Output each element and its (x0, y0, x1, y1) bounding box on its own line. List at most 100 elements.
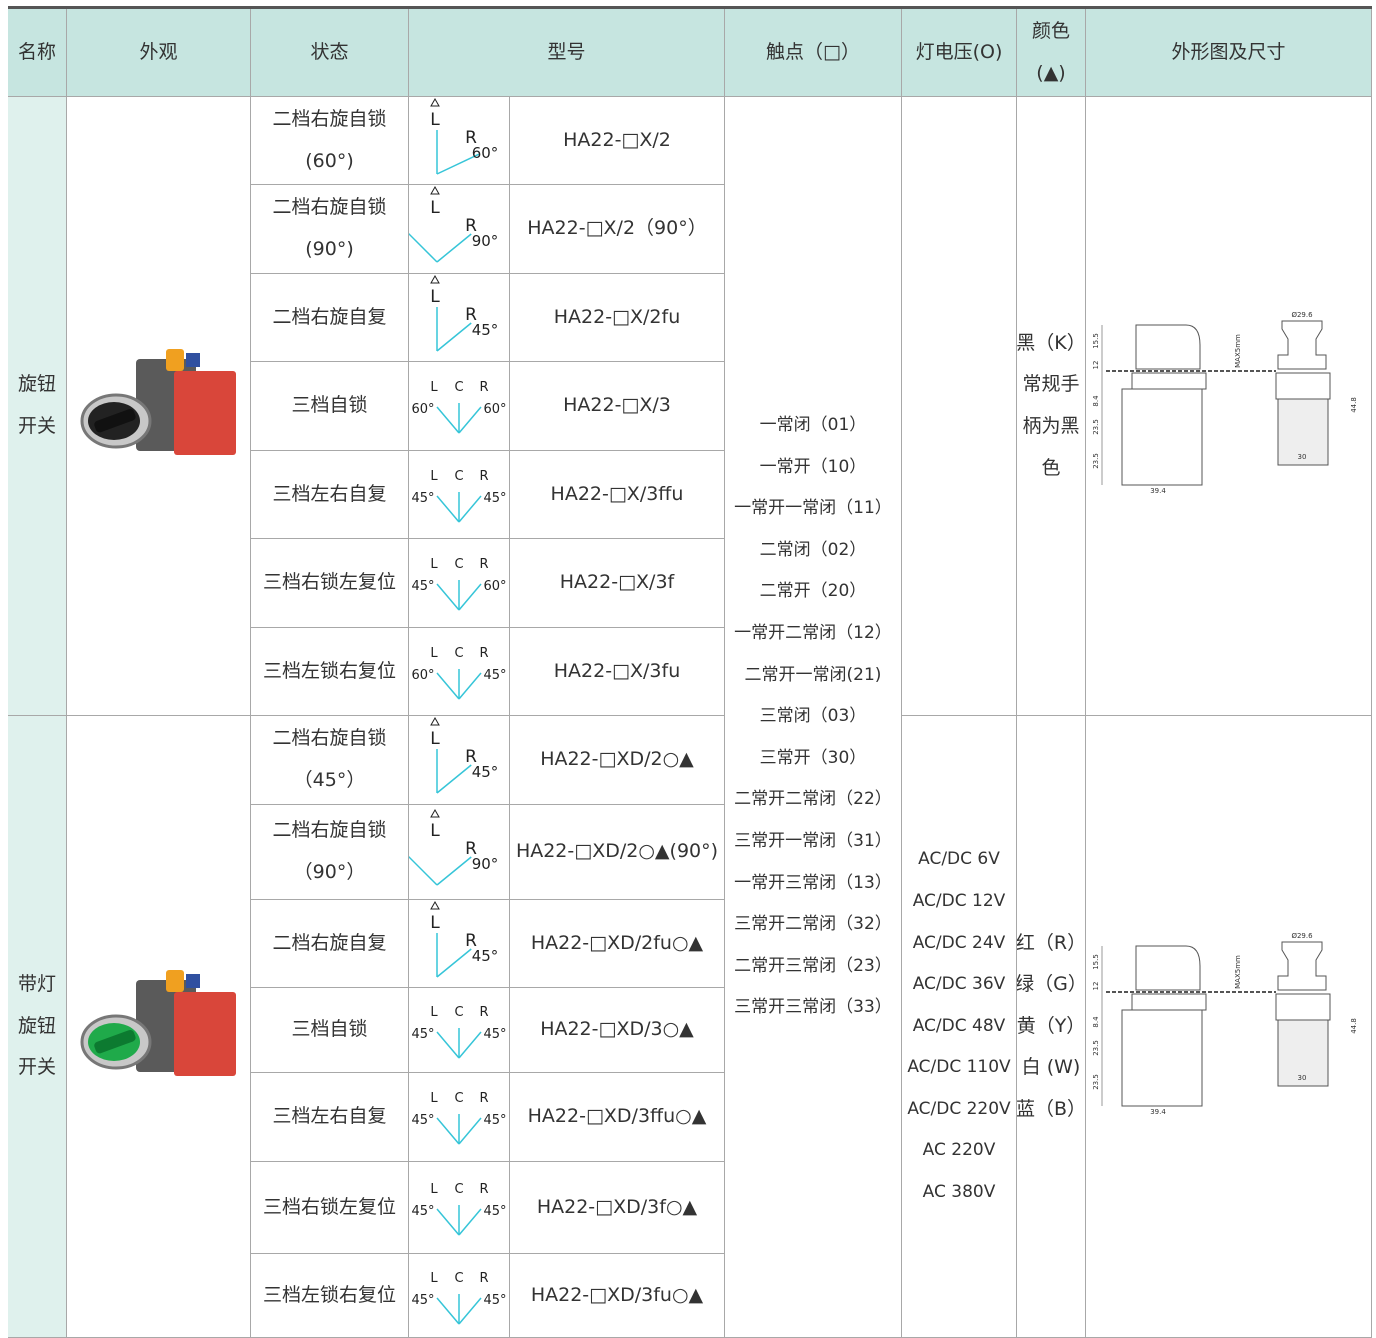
color-cell-text: 红（R） (1017, 931, 1086, 954)
figure-label: C (454, 1271, 463, 1286)
model-cell-text: HA22-□XD/3ffu○▲ (527, 1105, 707, 1128)
figure-shape (436, 406, 460, 434)
contacts-cell-text: 三常开（30） (759, 747, 867, 768)
figure-label: R (465, 305, 477, 325)
figure-label: 45° (483, 1027, 506, 1042)
diagram-cell: L C R 60° 45° (409, 628, 510, 716)
figure-label: L (430, 913, 440, 933)
figure-label: Ø29.6 (1291, 311, 1313, 319)
diagram-cell: L R 45° (409, 900, 510, 988)
state-cell: 二档右旋自复 (251, 274, 409, 362)
model-cell-text: HA22-□XD/3○▲ (540, 1018, 694, 1041)
state-cell: 三档自锁 (251, 988, 409, 1073)
figure-label: 44.8 (1350, 1018, 1358, 1034)
voltage-cell-text: AC 380V (922, 1182, 996, 1203)
figure-label: 39.4 (1150, 1108, 1166, 1116)
figure-shape (1135, 324, 1200, 370)
state-cell: 二档右旋自锁 (60°) (251, 97, 409, 185)
contacts-cell: 一常闭（01） 一常开（10） 一常开一常闭（11） 二常闭（02） 二常开（20） 一常… (725, 97, 902, 1338)
figure-label: R (479, 1271, 488, 1286)
figure-shape (1275, 372, 1330, 400)
figure-shape (436, 856, 472, 886)
contacts-cell-text: 二常开二常闭（22） (734, 789, 892, 810)
diagram-cell: L C R 45° 45° (409, 988, 510, 1073)
figure-label: R (465, 216, 477, 236)
figure-label: 12 (1092, 981, 1100, 990)
figure: L R60° (430, 97, 499, 175)
figure-label: 45° (411, 1204, 434, 1219)
diagram-cell: L C R 45° 45° (409, 1162, 510, 1254)
model-cell-text: HA22-□X/3 (563, 394, 671, 417)
drawing-cell: 15.5 12 8.4 23.5 23.5 39.4 MAX5mm Ø29.6 30 44.8 (1086, 97, 1372, 716)
figure-label: 45° (472, 947, 499, 965)
model-cell: HA22-□XD/3ffu○▲ (510, 1073, 725, 1162)
state-cell-text: 二档右旋自复 (272, 305, 387, 328)
model-cell: HA22-□X/3ffu (510, 451, 725, 539)
model-cell: HA22-□X/3f (510, 539, 725, 628)
header-cell: 触点（□） (725, 9, 902, 97)
diagram-cell: L R 60° (409, 97, 510, 185)
color-cell: 黑（K） 常规手 柄为黑色 (1017, 97, 1086, 716)
figure: 15.5 12 8.4 23.5 23.5 39.4 MAX5mm Ø29.6 30 44.8 (1092, 311, 1358, 495)
figure-label: 45° (411, 579, 434, 594)
figure-label: L (430, 110, 440, 130)
figure-label: 45° (483, 1293, 506, 1308)
figure-label: R (465, 747, 477, 767)
figure-label: 30 (1297, 453, 1306, 461)
figure-shape (458, 495, 482, 522)
figure-shape (430, 274, 440, 283)
header-cell-text: 外观 (139, 40, 178, 63)
header-cell-text: 触点（□） (766, 40, 860, 63)
state-cell-text: 三档右锁左复位 (262, 571, 396, 594)
figure-shape (1277, 320, 1326, 370)
contacts-cell-text: 二常闭（02） (759, 539, 867, 560)
voltage-cell-text: AC/DC 220V (907, 1098, 1011, 1119)
figure-label: 45° (411, 491, 434, 506)
figure: L C R 45° 45° (411, 1271, 507, 1325)
figure-shape (1277, 941, 1326, 990)
figure-label: 45° (411, 1113, 434, 1128)
name-cell: 带灯 旋钮 开关 (8, 716, 67, 1338)
figure-label: 23.5 (1092, 1040, 1100, 1056)
figure-shape (185, 353, 200, 367)
voltage-cell-text: AC/DC 110V (907, 1057, 1011, 1078)
figure: L R90° (409, 809, 499, 886)
model-cell: HA22-□X/2 (510, 97, 725, 185)
state-cell-text: 三档左右自复 (272, 1105, 387, 1128)
figure-label: 60° (472, 144, 499, 162)
voltage-cell-text: AC/DC 6V (918, 849, 1000, 870)
figure-label: L (430, 729, 440, 749)
state-cell: 二档右旋自复 (251, 900, 409, 988)
state-cell-text: 三档左右自复 (272, 482, 387, 505)
figure: L R45° (430, 274, 498, 352)
figure-label: C (454, 380, 463, 395)
diagram-cell: L R 90° (409, 805, 510, 900)
state-cell-text: 二档右旋自复 (272, 931, 387, 954)
figure-label: C (454, 1005, 463, 1020)
state-cell: 二档右旋自锁 (90°) (251, 185, 409, 274)
figure-shape (458, 1031, 482, 1059)
figure-shape (436, 764, 472, 794)
figure-label: 90° (472, 855, 499, 873)
figure-label: 45° (483, 1204, 506, 1219)
color-cell-text: 黑（K） (1017, 331, 1086, 354)
state-cell: 三档自锁 (251, 362, 409, 451)
figure-label: R (479, 646, 488, 661)
name-cell-text: 开关 (17, 415, 56, 437)
figure-label: C (454, 1091, 463, 1106)
header-cell: 名称 (8, 9, 67, 97)
figure-shape (436, 1117, 460, 1145)
photo-cell (67, 716, 251, 1338)
figure-label: R (479, 1091, 488, 1106)
figure-label: MAX5mm (1234, 334, 1242, 368)
figure-label: C (454, 646, 463, 661)
figure-shape (436, 153, 480, 175)
figure-label: 45° (483, 668, 506, 683)
photo-cell (67, 97, 251, 716)
figure: L C R 45° 60° (411, 557, 507, 611)
header-cell-text: 型号 (547, 40, 586, 63)
figure-label: L (430, 1271, 438, 1286)
header-cell-text: 灯电压(O) (915, 40, 1003, 63)
model-cell: HA22-□XD/3fu○▲ (510, 1254, 725, 1338)
figure-shape (1121, 1009, 1202, 1106)
